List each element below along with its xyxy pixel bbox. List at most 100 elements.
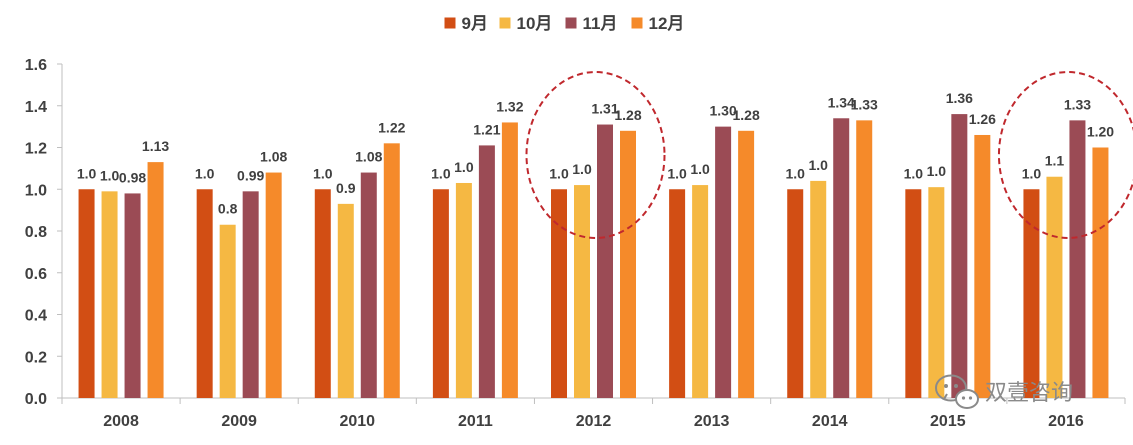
- data-label: 1.33: [851, 96, 878, 112]
- legend: 9月 10月 11月 12月: [445, 14, 685, 33]
- x-tick-label: 2010: [339, 413, 375, 430]
- data-label: 1.0: [77, 165, 97, 181]
- y-tick-label: 1.4: [25, 99, 47, 116]
- bar: [974, 135, 990, 398]
- x-tick-label: 2011: [458, 413, 493, 430]
- bar: [148, 162, 164, 398]
- data-label: 1.08: [355, 149, 382, 165]
- data-label: 1.0: [195, 165, 215, 181]
- y-tick-label: 0.4: [25, 308, 47, 325]
- legend-label: 11月: [583, 14, 618, 33]
- data-label: 1.0: [431, 165, 451, 181]
- y-tick-label: 0.2: [25, 349, 47, 366]
- data-label: 1.26: [969, 111, 996, 127]
- legend-swatch: [566, 18, 577, 29]
- bar: [433, 189, 449, 398]
- data-label: 1.28: [732, 107, 759, 123]
- bar: [856, 120, 872, 398]
- bar: [102, 191, 118, 398]
- data-label: 1.0: [454, 159, 474, 175]
- bar: [597, 125, 613, 398]
- data-label: 1.0: [549, 165, 569, 181]
- bar: [220, 225, 236, 398]
- bar: [1069, 120, 1085, 398]
- y-tick-label: 1.0: [25, 182, 47, 199]
- legend-swatch: [445, 18, 456, 29]
- data-label: 0.8: [218, 201, 238, 217]
- data-label: 1.22: [378, 119, 405, 135]
- y-tick-label: 1.6: [25, 57, 47, 74]
- bar: [715, 127, 731, 398]
- data-label: 0.98: [119, 169, 146, 185]
- data-label: 0.9: [336, 180, 356, 196]
- bar: [669, 189, 685, 398]
- data-label: 1.33: [1064, 96, 1091, 112]
- bar: [905, 189, 921, 398]
- x-tick-label: 2009: [221, 413, 257, 430]
- bar: [951, 114, 967, 398]
- y-tick-label: 1.2: [25, 141, 47, 158]
- bar: [574, 185, 590, 398]
- bar: [738, 131, 754, 398]
- data-label: 1.0: [785, 165, 805, 181]
- data-label: 1.0: [927, 163, 947, 179]
- data-label: 1.28: [614, 107, 641, 123]
- bar: [928, 187, 944, 398]
- bar: [692, 185, 708, 398]
- bar: [833, 118, 849, 398]
- y-tick-label: 0.6: [25, 266, 47, 283]
- bar: [1092, 148, 1108, 399]
- bar: [338, 204, 354, 398]
- bar: [479, 145, 495, 398]
- x-tick-label: 2008: [103, 413, 139, 430]
- data-label: 1.0: [100, 167, 120, 183]
- data-label: 1.0: [1022, 165, 1042, 181]
- legend-swatch: [500, 18, 511, 29]
- bar: [197, 189, 213, 398]
- y-axis: 0.0 0.2 0.4 0.6 0.8 1.0 1.2 1.4 1.6: [25, 57, 62, 408]
- watermark-label: 双壹咨询: [985, 380, 1073, 405]
- data-label: 1.0: [572, 161, 592, 177]
- bar: [384, 143, 400, 398]
- data-label: 1.0: [808, 157, 828, 173]
- data-label: 1.36: [946, 90, 973, 106]
- data-label: 1.20: [1087, 124, 1114, 140]
- data-label: 1.21: [473, 121, 500, 137]
- data-label: 1.08: [260, 149, 287, 165]
- data-label: 1.0: [904, 165, 924, 181]
- bar: [1046, 177, 1062, 398]
- x-tick-label: 2015: [930, 413, 966, 430]
- x-tick-label: 2013: [694, 413, 730, 430]
- bar: [787, 189, 803, 398]
- bar: [243, 191, 259, 398]
- bar: [315, 189, 331, 398]
- x-tick-label: 2012: [576, 413, 612, 430]
- data-label: 1.13: [142, 138, 169, 154]
- data-label: 1.0: [667, 165, 687, 181]
- legend-label: 10月: [517, 14, 553, 33]
- bar: [361, 173, 377, 398]
- bar: [456, 183, 472, 398]
- x-tick-label: 2014: [812, 413, 848, 430]
- bars: [79, 114, 1109, 398]
- bar: [79, 189, 95, 398]
- bar: [266, 173, 282, 398]
- x-tick-label: 2016: [1048, 413, 1084, 430]
- y-tick-label: 0.0: [25, 391, 47, 408]
- data-label: 0.99: [237, 167, 264, 183]
- legend-label: 9月: [462, 14, 488, 33]
- bar: [810, 181, 826, 398]
- data-label: 1.0: [313, 165, 333, 181]
- bar: [1023, 189, 1039, 398]
- highlight-ellipse: [527, 72, 665, 238]
- data-label: 1.1: [1045, 153, 1065, 169]
- bar: [502, 122, 518, 398]
- data-label: 1.0: [690, 161, 710, 177]
- legend-swatch: [632, 18, 643, 29]
- bar: [125, 193, 141, 398]
- y-tick-label: 0.8: [25, 224, 47, 241]
- legend-label: 12月: [649, 14, 685, 33]
- bar: [551, 189, 567, 398]
